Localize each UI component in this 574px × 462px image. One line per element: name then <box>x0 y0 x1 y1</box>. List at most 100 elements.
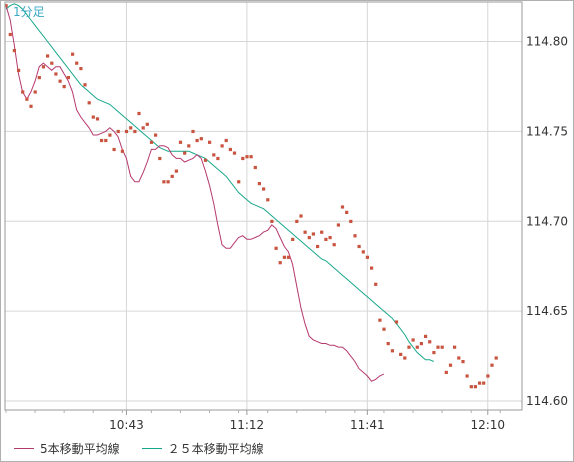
legend-swatch-ma5 <box>14 448 34 449</box>
price-point <box>328 236 332 240</box>
price-point <box>4 4 8 8</box>
price-point <box>46 54 50 58</box>
price-point <box>12 49 16 53</box>
price-point <box>274 246 278 250</box>
price-point <box>104 138 108 143</box>
price-point <box>199 137 203 141</box>
price-point <box>178 140 183 144</box>
price-point <box>336 223 340 227</box>
price-point <box>390 349 394 353</box>
price-point <box>316 244 320 249</box>
price-point <box>357 244 361 249</box>
price-point <box>232 151 237 155</box>
ma5-line <box>5 5 385 382</box>
x-tick-label: 10:43 <box>109 418 144 432</box>
price-point <box>440 345 444 349</box>
price-point <box>100 138 104 143</box>
price-point <box>95 117 100 121</box>
price-point <box>120 149 124 153</box>
x-tick-label: 11:12 <box>230 418 265 432</box>
price-point <box>349 219 353 223</box>
price-point <box>494 356 498 360</box>
price-point <box>33 90 37 94</box>
price-point <box>345 210 349 214</box>
price-point <box>399 352 403 356</box>
price-point <box>62 85 66 89</box>
price-point <box>170 174 174 178</box>
price-point <box>266 198 270 202</box>
price-point <box>91 115 95 119</box>
price-point <box>237 180 241 184</box>
y-tick-label: 114.80 <box>526 35 568 49</box>
price-point <box>83 83 87 87</box>
price-point <box>141 126 145 130</box>
price-point <box>145 122 149 126</box>
price-point <box>419 342 423 346</box>
price-point <box>75 61 79 65</box>
price-point <box>253 165 257 170</box>
price-point <box>66 76 70 80</box>
y-tick-label: 114.65 <box>526 304 568 318</box>
price-point <box>112 147 116 152</box>
price-point <box>87 101 91 105</box>
price-point <box>448 363 453 367</box>
price-point <box>220 144 224 148</box>
price-point <box>353 234 357 238</box>
y-tick-label: 114.75 <box>526 124 568 138</box>
price-point <box>154 133 158 137</box>
price-point <box>187 144 191 148</box>
price-point <box>124 129 129 134</box>
price-point <box>137 111 141 116</box>
price-point <box>361 250 365 254</box>
price-point <box>149 140 154 144</box>
price-point <box>58 79 62 83</box>
price-point <box>270 219 274 223</box>
price-point <box>424 334 428 338</box>
price-point <box>457 356 461 360</box>
price-point <box>478 381 482 385</box>
price-point <box>108 133 112 137</box>
price-point <box>224 138 228 143</box>
price-point <box>324 237 328 241</box>
y-tick-label: 114.70 <box>526 214 568 228</box>
price-point <box>382 327 386 331</box>
price-point <box>307 236 311 240</box>
price-point <box>282 255 286 259</box>
price-point <box>461 360 465 364</box>
series-layer <box>5 3 434 382</box>
price-point <box>203 158 208 162</box>
price-point <box>37 76 41 80</box>
legend-label-ma5: 5本移動平均線 <box>40 442 120 456</box>
price-point <box>25 97 29 101</box>
legend-swatch-ma25 <box>141 448 162 449</box>
price-point <box>79 67 83 71</box>
price-point <box>17 68 21 72</box>
price-point <box>465 374 469 378</box>
price-point <box>299 214 303 218</box>
price-point <box>21 90 25 94</box>
price-point <box>311 232 315 236</box>
price-point <box>340 205 345 209</box>
price-point <box>490 363 494 367</box>
price-point <box>174 169 178 173</box>
plot-frame <box>4 1 523 411</box>
price-point <box>54 72 58 76</box>
price-point <box>436 345 440 349</box>
price-point <box>486 374 490 378</box>
price-point <box>291 237 295 241</box>
price-point <box>228 147 232 152</box>
price-point <box>241 156 245 161</box>
price-point <box>162 180 166 184</box>
price-point <box>370 266 374 270</box>
price-point <box>303 230 307 234</box>
price-point <box>332 243 336 247</box>
price-point <box>8 32 12 37</box>
price-point <box>166 180 170 184</box>
price-point <box>320 230 324 234</box>
price-point <box>133 129 137 134</box>
price-point <box>482 381 486 385</box>
price-point <box>432 351 436 355</box>
